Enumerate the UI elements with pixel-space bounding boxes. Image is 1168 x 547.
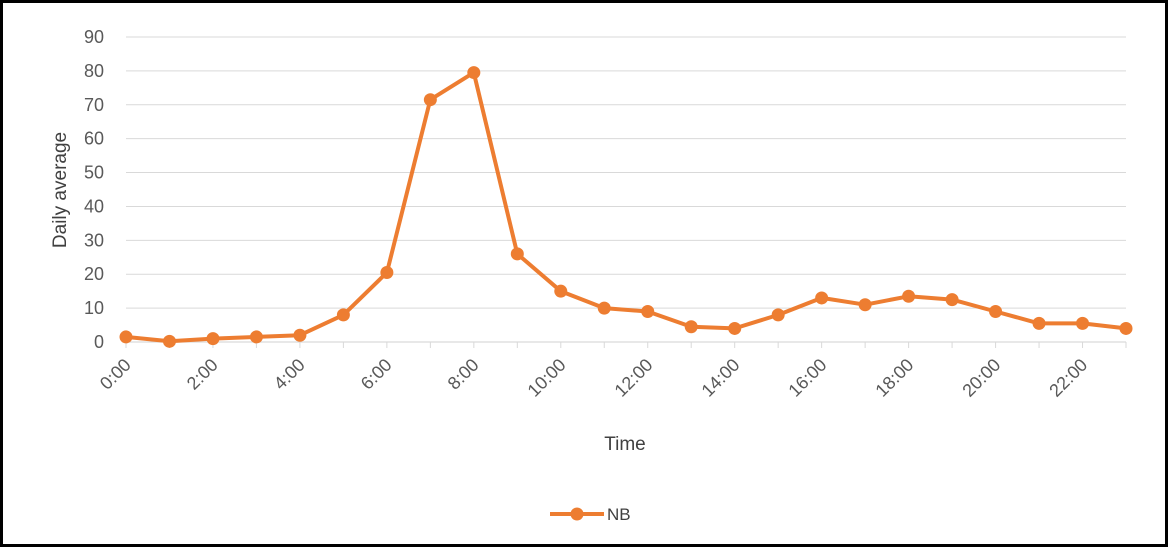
data-point: [336, 308, 350, 322]
data-point: [206, 332, 220, 346]
x-tick-label: 4:00: [270, 355, 309, 394]
y-tick-label: 40: [84, 196, 104, 216]
x-axis: [125, 341, 1127, 348]
legend-label-nb: NB: [607, 505, 631, 524]
y-axis-ticks: 0 10 20 30 40 50 60 70 80 90: [84, 27, 104, 352]
x-tick-label: 2:00: [183, 355, 222, 394]
gridlines: [126, 36, 1126, 309]
data-point: [858, 298, 872, 312]
data-point: [293, 328, 307, 342]
data-point: [510, 247, 524, 261]
y-tick-label: 30: [84, 230, 104, 250]
x-tick-label: 18:00: [871, 355, 917, 401]
data-point: [728, 321, 742, 335]
y-tick-label: 90: [84, 27, 104, 47]
x-axis-title: Time: [604, 434, 646, 455]
x-tick-label: 14:00: [698, 355, 744, 401]
data-point: [119, 330, 133, 344]
y-tick-label: 80: [84, 61, 104, 81]
data-point: [597, 301, 611, 315]
x-tick-label: 8:00: [444, 355, 483, 394]
series-line-nb: [124, 70, 1128, 344]
data-point: [162, 334, 176, 348]
data-point: [902, 289, 916, 303]
data-point: [989, 305, 1003, 318]
data-point: [815, 291, 829, 305]
data-point: [684, 320, 698, 334]
x-tick-label: 12:00: [611, 355, 657, 401]
y-tick-label: 60: [84, 129, 104, 149]
data-point: [554, 284, 568, 298]
x-tick-label: 6:00: [357, 355, 396, 394]
data-point: [467, 66, 481, 80]
x-tick-label: 22:00: [1045, 355, 1091, 401]
legend: NB: [550, 505, 631, 524]
data-point: [641, 305, 655, 318]
x-tick-label: 20:00: [958, 355, 1004, 401]
data-point: [380, 266, 394, 280]
data-point: [771, 308, 785, 322]
y-tick-label: 50: [84, 163, 104, 183]
series-layer: [119, 66, 1133, 348]
legend-marker: [570, 507, 584, 521]
data-point: [1119, 321, 1133, 335]
data-point: [249, 330, 263, 344]
data-point: [1076, 316, 1090, 330]
data-point: [945, 293, 959, 307]
y-tick-label: 10: [84, 298, 104, 318]
y-tick-label: 0: [94, 332, 104, 352]
y-tick-label: 70: [84, 95, 104, 115]
x-tick-label: 10:00: [524, 355, 570, 401]
data-point: [423, 93, 437, 107]
x-axis-ticks: 0:00 2:00 4:00 6:00 8:00 10:00 12:00 14:00 16:00…: [96, 355, 1091, 401]
y-axis-title: Daily average: [50, 132, 71, 248]
data-point: [1032, 316, 1046, 330]
x-tick-label: 0:00: [96, 355, 135, 394]
x-tick-label: 16:00: [784, 355, 830, 401]
y-tick-label: 20: [84, 264, 104, 284]
